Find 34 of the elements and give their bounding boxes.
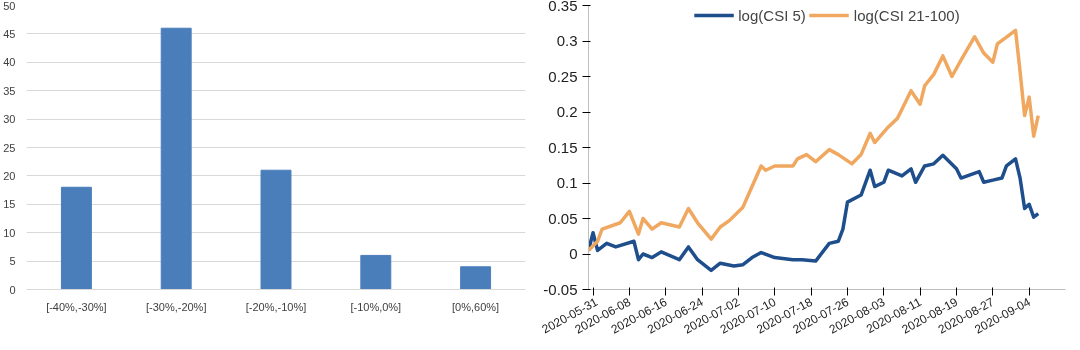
y-tick-label: 30: [3, 113, 16, 126]
y-tick-label: 45: [3, 27, 16, 40]
y-tick-label: 0.05: [548, 209, 578, 227]
bar: [160, 27, 192, 290]
bar: [260, 169, 292, 290]
x-tick-label: [-40%,-30%]: [46, 300, 107, 313]
legend-label: log(CSI 5): [738, 6, 806, 24]
y-tick-label: 20: [3, 169, 16, 182]
y-tick-label: 25: [3, 141, 16, 154]
y-tick-label: 0.35: [548, 0, 578, 14]
y-tick-label: 0.2: [556, 103, 578, 120]
legend-label: log(CSI 21-100): [853, 6, 960, 24]
y-tick-label: 5: [9, 255, 16, 268]
x-tick-label: [-10%,0%]: [350, 300, 402, 313]
line-series: [588, 28, 1040, 253]
bar: [60, 186, 92, 290]
y-tick-label: 0: [569, 245, 578, 262]
bar: [360, 254, 392, 290]
y-tick-label: 35: [3, 84, 16, 97]
y-tick-label: 10: [3, 226, 16, 239]
x-tick-label: [-30%,-20%]: [145, 300, 207, 313]
y-tick-label: 0.1: [556, 174, 578, 191]
y-tick-label: 0: [9, 283, 16, 296]
y-tick-label: 15: [3, 198, 16, 211]
y-tick-label: 0.15: [548, 138, 578, 156]
y-tick-label: 0.3: [556, 32, 578, 49]
bar: [460, 266, 492, 290]
x-tick-label: [0%,60%]: [452, 300, 500, 313]
line-series: [588, 153, 1040, 273]
y-tick-label: -0.05: [543, 280, 578, 298]
y-tick-label: 50: [3, 0, 16, 12]
y-tick-label: 0.25: [548, 67, 578, 85]
x-tick-label: [-20%,-10%]: [245, 300, 307, 313]
y-tick-label: 40: [3, 56, 16, 69]
